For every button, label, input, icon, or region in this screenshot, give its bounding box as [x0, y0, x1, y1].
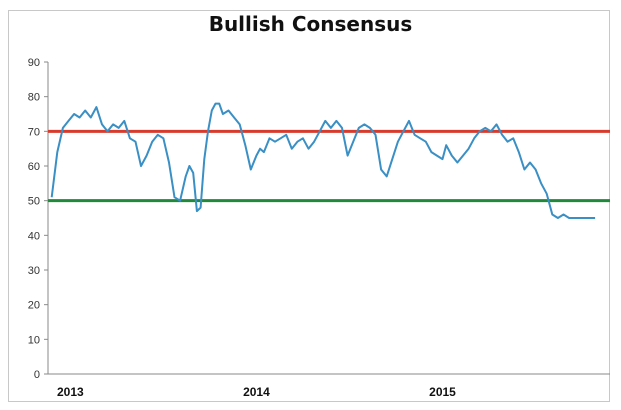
y-tick-label: 50 [28, 196, 40, 208]
series-line [50, 102, 596, 219]
chart-title: Bullish Consensus [208, 12, 413, 36]
y-tick-label: 90 [28, 57, 40, 69]
x-tick-label: 2014 [243, 385, 270, 399]
y-tick-label: 0 [34, 369, 40, 381]
y-tick-label: 70 [28, 126, 40, 138]
y-tick-label: 20 [28, 300, 40, 312]
chart-frame [8, 10, 610, 402]
x-tick-label: 2015 [429, 385, 456, 399]
series-layer [48, 102, 610, 219]
y-tick-label: 80 [28, 92, 40, 104]
y-tick-label: 40 [28, 230, 40, 242]
y-tick-label: 60 [28, 161, 40, 173]
y-tick-label: 10 [28, 334, 40, 346]
axes-layer: 0 10 20 30 40 50 60 70 80 90 2013 2014 2015 [28, 57, 610, 399]
y-tick-label: 30 [28, 265, 40, 277]
x-tick-label: 2013 [57, 385, 84, 399]
